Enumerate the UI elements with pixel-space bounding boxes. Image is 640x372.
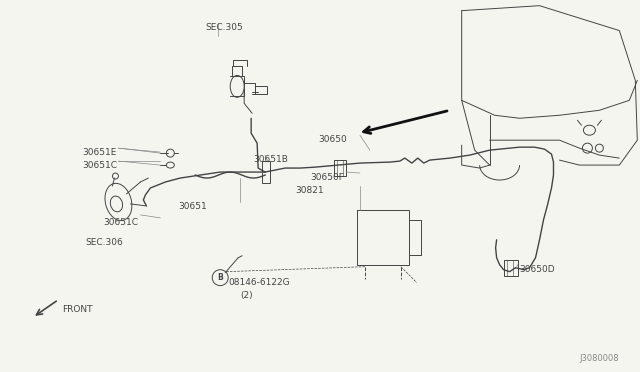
Text: 30651E: 30651E bbox=[83, 148, 117, 157]
Text: 30651B: 30651B bbox=[253, 155, 288, 164]
Text: 30650D: 30650D bbox=[520, 265, 555, 274]
Text: J3080008: J3080008 bbox=[579, 355, 619, 363]
Text: 30651: 30651 bbox=[179, 202, 207, 211]
Text: (2): (2) bbox=[240, 291, 253, 299]
Text: SEC.306: SEC.306 bbox=[86, 238, 124, 247]
Text: SEC.305: SEC.305 bbox=[205, 23, 243, 32]
Text: 30651C: 30651C bbox=[83, 161, 118, 170]
Text: 08146-6122G: 08146-6122G bbox=[228, 278, 290, 287]
Text: 30650: 30650 bbox=[318, 135, 347, 144]
Text: FRONT: FRONT bbox=[63, 305, 93, 314]
Text: 30650F: 30650F bbox=[310, 173, 344, 182]
Text: 30651C: 30651C bbox=[104, 218, 138, 227]
Text: 30821: 30821 bbox=[295, 186, 324, 195]
Text: B: B bbox=[218, 273, 223, 282]
